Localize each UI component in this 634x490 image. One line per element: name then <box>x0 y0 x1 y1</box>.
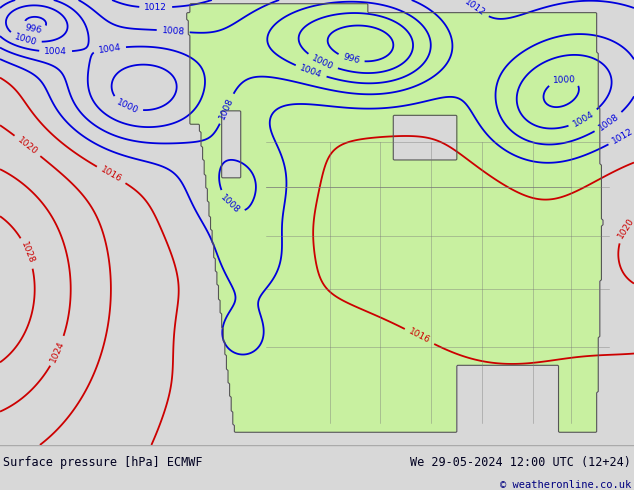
Text: 1004: 1004 <box>571 109 595 129</box>
Text: 1004: 1004 <box>44 47 67 56</box>
Text: Surface pressure [hPa] ECMWF: Surface pressure [hPa] ECMWF <box>3 456 203 468</box>
Text: 1020: 1020 <box>616 216 634 241</box>
Text: We 29-05-2024 12:00 UTC (12+24): We 29-05-2024 12:00 UTC (12+24) <box>410 456 631 468</box>
Text: 1000: 1000 <box>13 32 38 47</box>
Text: 1024: 1024 <box>49 339 67 364</box>
Text: 1000: 1000 <box>115 98 139 116</box>
Text: © weatheronline.co.uk: © weatheronline.co.uk <box>500 480 631 490</box>
Text: 996: 996 <box>342 52 361 66</box>
Text: 1004: 1004 <box>299 63 323 79</box>
Text: 1012: 1012 <box>611 127 634 146</box>
Text: 1012: 1012 <box>145 3 167 12</box>
Text: 1016: 1016 <box>407 327 432 346</box>
Text: 1028: 1028 <box>20 241 36 265</box>
Text: 1008: 1008 <box>219 193 242 215</box>
Text: 1016: 1016 <box>99 165 124 184</box>
Text: 1008: 1008 <box>218 97 235 121</box>
Text: 1004: 1004 <box>98 43 122 55</box>
Text: 1020: 1020 <box>16 135 39 156</box>
Text: 1000: 1000 <box>552 74 576 84</box>
Text: 1012: 1012 <box>463 0 487 18</box>
Text: 1000: 1000 <box>310 53 335 72</box>
Text: 1008: 1008 <box>162 26 185 36</box>
Text: 1008: 1008 <box>597 112 621 133</box>
Text: 996: 996 <box>24 23 42 35</box>
